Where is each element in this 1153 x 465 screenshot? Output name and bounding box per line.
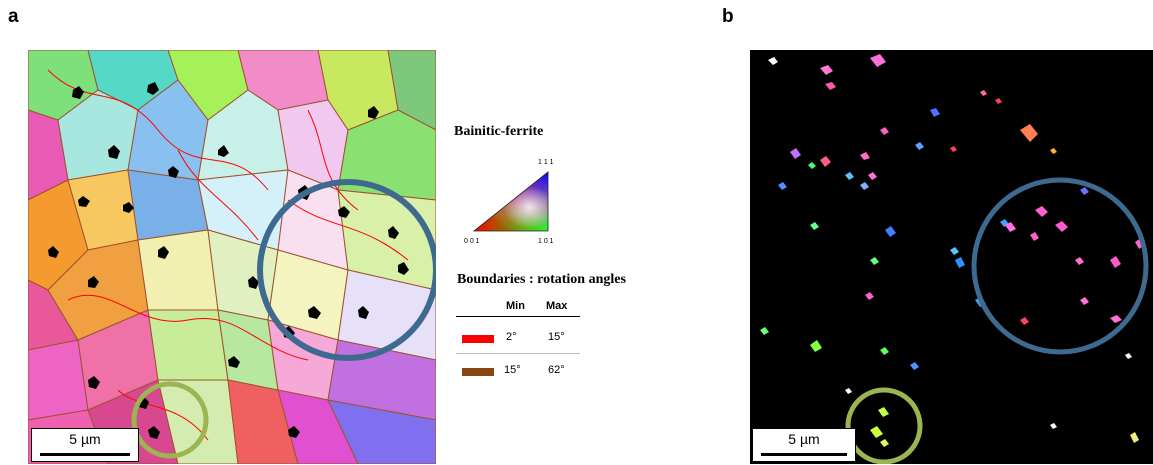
ebsd-orientation-map — [28, 50, 436, 464]
phase-map — [750, 50, 1153, 464]
boundaries-legend-title: Boundaries : rotation angles — [457, 272, 626, 287]
ipf-corner-001: 0 0 1 — [464, 238, 480, 245]
highlight-circle-green — [131, 381, 209, 459]
col-max-header: Max — [546, 300, 568, 312]
low-angle-swatch — [462, 335, 494, 343]
high-angle-swatch — [462, 368, 494, 376]
scale-bar-b: 5 µm — [752, 428, 856, 462]
ipf-triangle-icon: 1 1 1 0 0 1 1 0 1 — [452, 146, 562, 246]
panel-label-b: b — [722, 6, 734, 27]
scale-bar-label-a: 5 µm — [69, 431, 101, 447]
scale-bar-line-a — [40, 453, 130, 456]
boundary-max: 15° — [548, 331, 565, 343]
phase-map-image — [750, 50, 1153, 464]
scale-bar-line-b — [761, 453, 847, 456]
highlight-circle-blue — [971, 177, 1149, 355]
boundaries-legend-table: Min Max 2° 15° 15° 62° — [456, 296, 580, 386]
boundaries-table-header: Min Max — [456, 296, 580, 317]
highlight-circle-green — [845, 387, 923, 464]
boundary-min: 15° — [504, 364, 521, 376]
boundary-min: 2° — [506, 331, 517, 343]
ipf-key-title: Bainitic-ferrite — [454, 124, 544, 139]
scale-bar-label-b: 5 µm — [788, 431, 820, 447]
ipf-corner-111: 1 1 1 — [538, 159, 554, 166]
panel-label-a: a — [8, 6, 19, 27]
highlight-circle-blue — [257, 179, 436, 361]
scale-bar-a: 5 µm — [31, 428, 139, 462]
boundary-row-high-angle: 15° 62° — [456, 354, 580, 386]
boundary-max: 62° — [548, 364, 565, 376]
ipf-corner-101: 1 0 1 — [538, 238, 554, 245]
boundary-row-low-angle: 2° 15° — [456, 321, 580, 354]
orientation-map-image — [28, 50, 436, 464]
col-min-header: Min — [506, 300, 525, 312]
ipf-color-key: 1 1 1 0 0 1 1 0 1 — [452, 146, 562, 246]
